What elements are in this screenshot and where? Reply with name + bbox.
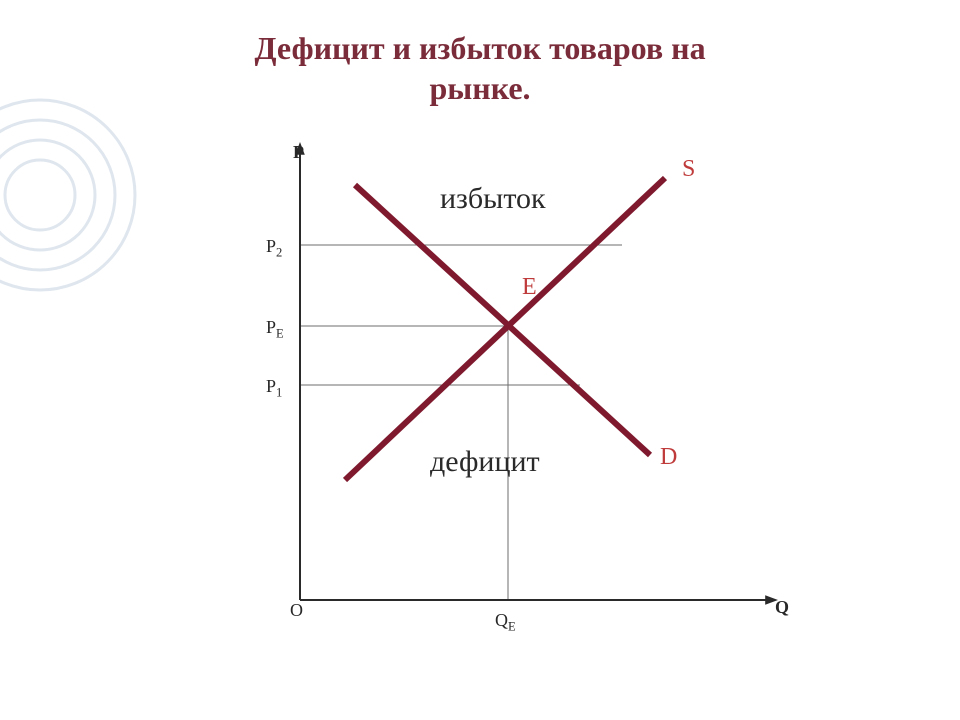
label-PE: PE (266, 317, 284, 342)
label-D: D (660, 444, 677, 471)
label-deficit: дефицит (430, 445, 540, 479)
label-S: S (682, 156, 695, 183)
label-surplus: избыток (440, 182, 546, 216)
label-P1: P1 (266, 376, 282, 401)
label-P2: P2 (266, 236, 282, 261)
label-O: O (290, 600, 303, 621)
label-QE: QE (495, 610, 516, 635)
label-E: E (522, 274, 537, 301)
supply-demand-diagram (0, 0, 960, 720)
label-P: P (293, 142, 304, 163)
label-Q: Q (775, 597, 789, 618)
